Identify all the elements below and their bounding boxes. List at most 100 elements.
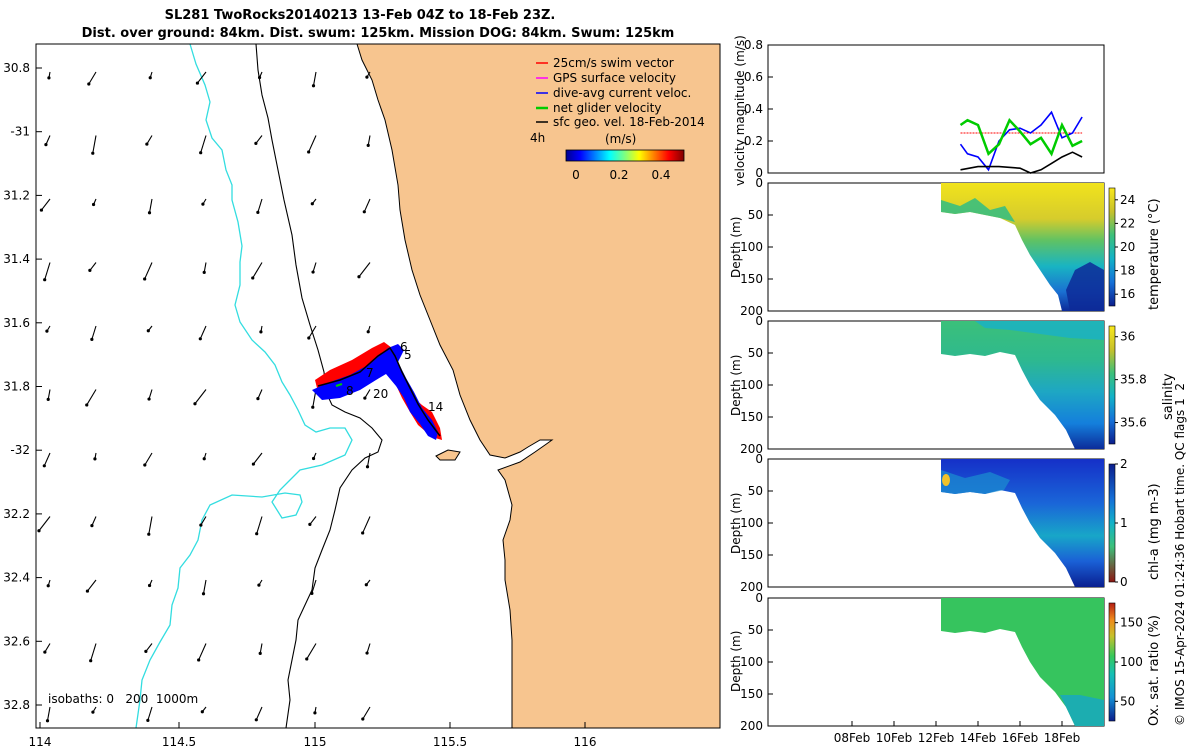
figure-title-line1: SL281 TwoRocks20140213 13-Feb 04Z to 18-…	[165, 8, 556, 23]
current-vector-head	[47, 76, 51, 80]
colorbar-tick-label: 35.8	[1120, 373, 1147, 387]
map-lat-tick-label: -31	[10, 125, 30, 139]
svg-text:GPS surface velocity: GPS surface velocity	[553, 71, 676, 85]
current-vector-head	[89, 659, 93, 663]
current-vector-head	[366, 330, 370, 334]
current-vector-head	[85, 589, 90, 593]
colorbar-tick-label: 18	[1120, 264, 1135, 278]
island-garden	[435, 449, 461, 461]
current-vector-head	[305, 657, 309, 661]
salinity-ylabel: Depth (m)	[729, 355, 743, 416]
current-vector-head	[311, 456, 316, 461]
current-vector-head	[198, 337, 202, 341]
current-vector	[89, 262, 97, 271]
current-vector-head	[200, 710, 204, 714]
current-vector	[366, 452, 371, 467]
current-vector	[45, 135, 51, 145]
depth-tick-label: 50	[748, 484, 763, 498]
current-vector	[43, 452, 51, 467]
current-vector-head	[251, 462, 256, 466]
current-vector-head	[197, 658, 201, 662]
current-vector	[202, 579, 207, 594]
current-vector	[148, 516, 153, 535]
legend-item-net-glider-velocity: net glider velocity	[536, 101, 661, 115]
current-vector-head	[90, 337, 94, 341]
current-vector	[86, 389, 97, 406]
current-vector-head	[88, 268, 92, 273]
speed-colorbar-tick-1: 0.2	[609, 168, 628, 182]
current-vector-head	[258, 651, 262, 655]
time-tick-label: 16Feb	[1002, 731, 1039, 745]
velocity-series-line	[959, 110, 1083, 172]
colorbar-tick-label: 20	[1120, 240, 1135, 254]
current-vector-head	[43, 278, 47, 282]
svg-text:sfc geo. vel. 18-Feb-2014: sfc geo. vel. 18-Feb-2014	[553, 115, 705, 129]
current-vector	[257, 198, 263, 213]
temperature-ylabel: Depth (m)	[729, 217, 743, 278]
legend-item-swim-vector: 25cm/s swim vector	[536, 56, 674, 70]
colorbar-tick-label: 50	[1120, 694, 1135, 708]
depth-tick-label: 200	[740, 304, 763, 318]
map-lon-tick-label: 114.5	[162, 735, 196, 749]
chla-colorbar-ticks: 0 1 2	[1115, 457, 1128, 589]
map-panel: 6 5 7 8 20 14 25cm/s swim vector GPS sur…	[3, 43, 721, 749]
velocity-series-line	[959, 117, 1083, 157]
current-vector-head	[257, 583, 261, 587]
current-vector-head	[255, 532, 259, 536]
current-vector	[199, 325, 207, 340]
current-vector-head	[145, 142, 149, 146]
current-vector	[91, 516, 97, 526]
current-vector	[144, 262, 153, 280]
speed-colorbar-unit: (m/s)	[605, 132, 636, 146]
depth-tick-label: 150	[740, 687, 763, 701]
glider-track-red-swim-vectors	[315, 342, 442, 440]
current-vector-head	[146, 329, 150, 333]
velocity-tick-label: 0	[755, 166, 763, 180]
current-vector-head	[307, 150, 311, 154]
footer-credit: © IMOS 15-Apr-2024 01:24:36 Hobart time.…	[1173, 383, 1187, 726]
current-vector-head	[45, 329, 49, 333]
current-vector-head	[365, 465, 370, 469]
current-vector	[40, 198, 51, 211]
current-vector-head	[91, 151, 95, 155]
map-lat-tick-label: 31.2	[3, 188, 30, 202]
map-lat-tick-label: -32	[10, 443, 30, 457]
current-vector	[364, 389, 371, 399]
colorbar-tick-label: 1	[1120, 516, 1128, 530]
time-tick-label: 14Feb	[960, 731, 997, 745]
oxygen-y-ticks: 0 50 100 150 200	[740, 591, 773, 733]
current-vector-head	[147, 397, 151, 401]
current-vector-head	[363, 396, 367, 400]
depth-tick-label: 150	[740, 410, 763, 424]
velocity-y-ticks: 0 0.2 0.4 0.6 0.8	[744, 38, 773, 180]
chla-surface-band	[941, 470, 1010, 494]
isobaths-label: isobaths: 0 200 1000m	[48, 692, 198, 706]
chla-colorbar	[1108, 463, 1116, 583]
current-vector-head	[147, 211, 152, 215]
current-vector-head	[44, 143, 48, 147]
current-vector	[252, 452, 263, 465]
speed-colorbar	[565, 149, 685, 162]
track-label-5: 5	[404, 348, 412, 362]
current-vector-head	[362, 210, 366, 214]
current-vector-head	[147, 583, 152, 588]
oxygen-ylabel: Depth (m)	[729, 631, 743, 692]
current-vector-field	[37, 71, 371, 723]
map-lon-tick-label: 115	[304, 735, 327, 749]
speed-colorbar-tick-0: 0	[572, 168, 580, 182]
current-vector	[358, 262, 371, 278]
map-lon-tick-label: 116	[574, 735, 597, 749]
depth-tick-label: 200	[740, 442, 763, 456]
time-x-ticks: 08Feb 10Feb 12Feb 14Feb 16Feb 18Feb	[834, 721, 1080, 745]
colorbar-tick-label: 2	[1120, 457, 1128, 471]
current-vector-head	[254, 718, 258, 722]
map-lat-tick-label: 30.8	[3, 61, 30, 75]
current-vector-head	[42, 464, 46, 468]
time-tick-label: 10Feb	[876, 731, 913, 745]
current-vector	[91, 325, 97, 340]
current-vector-head	[46, 584, 50, 588]
salinity-section	[941, 321, 1104, 449]
current-vector	[308, 135, 317, 153]
temperature-deep-core	[1066, 262, 1104, 311]
current-vector	[86, 579, 97, 592]
